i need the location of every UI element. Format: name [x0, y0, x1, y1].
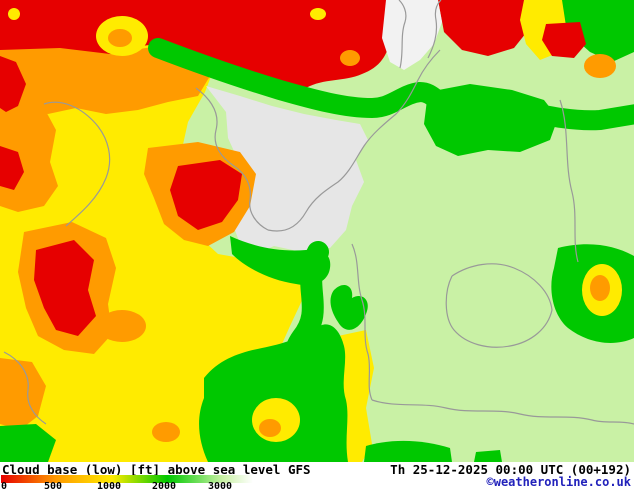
- region-orange-band-nw: [0, 46, 210, 114]
- legend-tick-2000: 2000: [152, 481, 177, 490]
- region-clear-jutland: [382, 0, 442, 70]
- region-orange-southwest-edge: [0, 358, 46, 430]
- region-green-strip-bottom-2: [474, 450, 502, 462]
- region-green-connector: [230, 236, 331, 286]
- region-yellow-dot-1: [8, 8, 20, 20]
- region-red-west-edge-2: [0, 146, 24, 190]
- legend-tick-1000: 1000: [97, 481, 122, 490]
- region-orange-spot-1: [98, 310, 146, 342]
- region-red-blob-southwest: [34, 240, 96, 336]
- legend-gradient: [1, 475, 253, 483]
- coastline-britain: [43, 101, 111, 227]
- region-clear-north-sea: [206, 86, 368, 254]
- region-orange-core-south: [259, 419, 281, 437]
- region-orange-core-island: [108, 29, 132, 47]
- region-orange-dot-north: [340, 50, 360, 66]
- copyright-link: ©weatheronline.co.uk: [486, 475, 632, 489]
- region-orange-spot-2: [152, 422, 180, 442]
- footer: Cloud base (low) [ft] above sea level GF…: [0, 462, 634, 490]
- region-green-corner-ne: [560, 0, 634, 62]
- border-czech-loop: [445, 263, 553, 348]
- region-red-west-edge-1: [0, 56, 26, 112]
- region-red-spot-northeast: [542, 22, 586, 58]
- region-green-heart: [330, 284, 368, 330]
- legend-tick-500: 500: [44, 481, 63, 490]
- border-east: [559, 99, 579, 263]
- border-rhine: [351, 243, 373, 401]
- region-red-core-central: [170, 160, 242, 230]
- coastline-german-bight: [267, 49, 441, 232]
- map-title: Cloud base (low) [ft] above sea level GF…: [2, 462, 311, 477]
- weather-map: [0, 0, 634, 473]
- region-green-south-mass: [199, 324, 348, 462]
- border-alpine: [371, 399, 634, 425]
- region-green-corner-southwest: [0, 424, 56, 462]
- map-area: [0, 0, 634, 473]
- coastline-dutch: [195, 87, 269, 231]
- region-red-northeast: [438, 0, 532, 56]
- coastline-france: [3, 351, 47, 425]
- region-orange-dot-ne: [584, 54, 616, 78]
- legend-tick-3000: 3000: [208, 481, 233, 490]
- region-green-strip-bottom-1: [364, 440, 452, 462]
- region-yellow-dot-2: [310, 8, 326, 20]
- map-timestamp: Th 25-12-2025 00:00 UTC (00+192): [390, 462, 631, 477]
- coastline-denmark: [398, 0, 442, 69]
- region-red-north: [0, 0, 390, 92]
- region-orange-core-east: [590, 275, 610, 301]
- legend-tick-0: 0: [1, 481, 8, 490]
- region-yellow-west: [0, 28, 312, 462]
- region-green-northeast-patch: [424, 84, 558, 156]
